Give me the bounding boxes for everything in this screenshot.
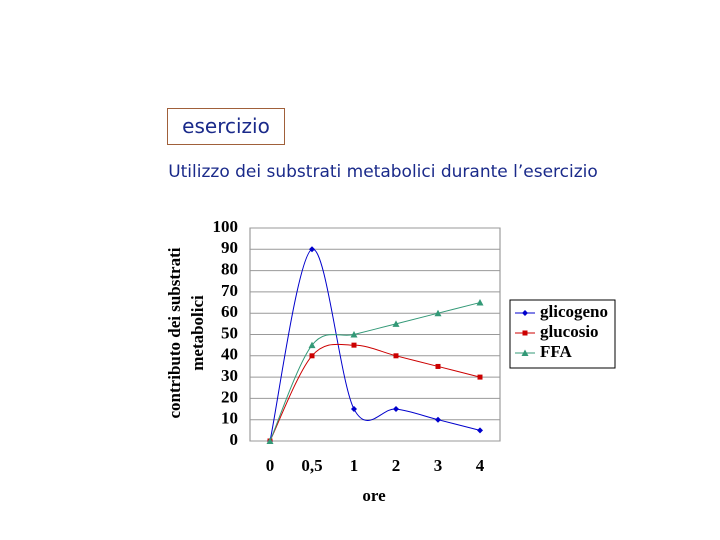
y-tick-label: 70 [221,281,238,300]
y-tick-label: 50 [221,323,238,342]
y-tick-label: 10 [221,409,238,428]
x-axis-label: ore [362,486,386,505]
data-point [309,353,315,359]
data-point [351,406,357,413]
x-tick-label: 4 [476,456,485,475]
data-point [392,320,400,327]
x-tick-label: 0 [266,456,275,475]
y-tick-label: 20 [221,387,238,406]
data-point [435,363,441,369]
y-tick-label: 80 [221,260,238,279]
data-point [393,353,399,359]
data-point [477,427,483,434]
data-point [266,437,274,444]
y-axis-label: contributo dei substrati [165,247,184,418]
slide-subtitle: Utilizzo dei substrati metabolici durant… [168,162,598,182]
legend-marker [522,330,528,336]
legend-label: FFA [540,342,573,361]
data-point [434,309,442,317]
legend-label: glicogeno [540,302,608,321]
y-tick-label: 100 [213,217,239,236]
x-tick-label: 2 [392,456,401,475]
x-tick-label: 0,5 [301,456,322,475]
y-tick-label: 30 [221,366,238,385]
y-tick-label: 60 [221,302,238,321]
data-point [351,342,357,348]
data-point [393,406,399,413]
x-tick-label: 1 [350,456,359,475]
x-tick-label: 3 [434,456,443,475]
data-point [308,341,316,349]
data-point [350,331,358,338]
data-point [435,416,441,423]
data-point [477,374,483,380]
legend-marker [521,349,529,356]
legend-marker [522,310,528,316]
slide-label: esercizio [167,108,285,145]
y-tick-label: 90 [221,238,238,257]
legend-label: glucosio [540,322,599,341]
data-point [476,299,484,306]
series-line [269,248,481,442]
y-tick-label: 40 [221,345,238,364]
y-axis-label: metabolici [188,295,207,371]
y-tick-label: 0 [230,430,239,449]
data-point [309,246,315,253]
series-line [269,343,481,442]
